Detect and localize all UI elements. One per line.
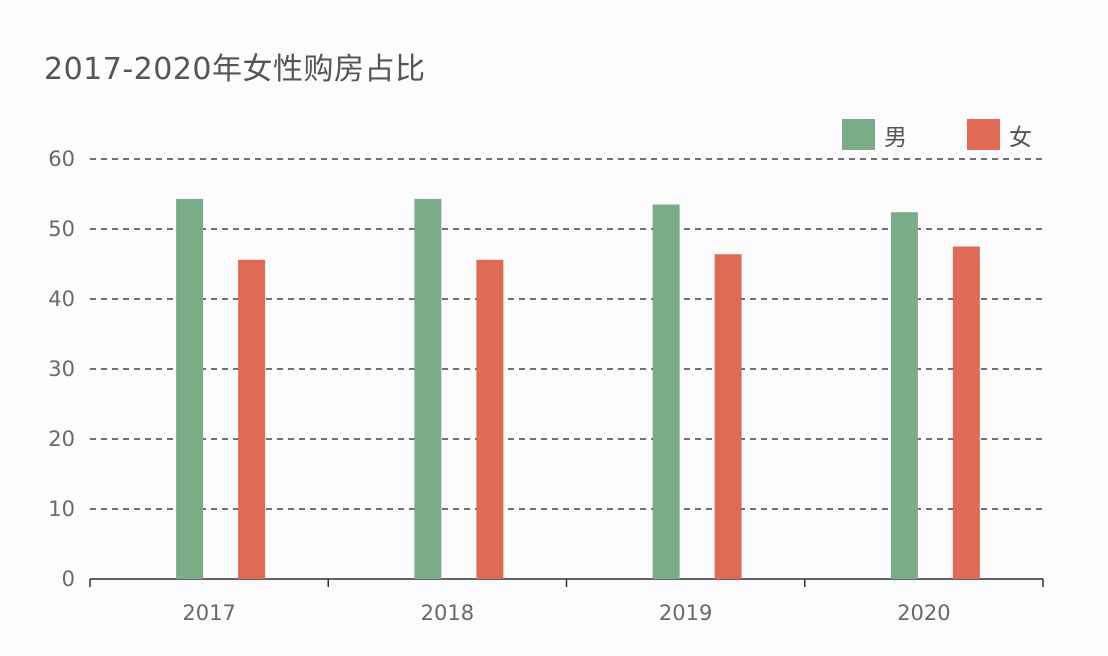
y-tick-label-50: 50 bbox=[48, 217, 75, 241]
bar-female-2017 bbox=[238, 259, 266, 579]
x-tick-label-2019: 2019 bbox=[659, 601, 712, 625]
x-tick-label-2020: 2020 bbox=[897, 601, 950, 625]
legend-label-male: 男 bbox=[884, 125, 907, 151]
y-tick-label-20: 20 bbox=[48, 427, 75, 451]
bar-female-2020 bbox=[952, 246, 980, 579]
bar-female-2019 bbox=[714, 254, 742, 579]
bar-male-2017 bbox=[176, 198, 204, 579]
bar-male-2019 bbox=[652, 204, 680, 579]
y-tick-label-40: 40 bbox=[48, 287, 75, 311]
y-tick-label-0: 0 bbox=[62, 567, 75, 591]
x-tick-label-2017: 2017 bbox=[182, 601, 235, 625]
legend-swatch-male bbox=[842, 119, 875, 150]
y-tick-label-10: 10 bbox=[48, 497, 75, 521]
chart-title: 2017-2020年女性购房占比 bbox=[44, 52, 426, 87]
legend-swatch-female bbox=[967, 119, 1000, 150]
bar-female-2018 bbox=[476, 259, 504, 579]
legend-label-female: 女 bbox=[1009, 125, 1032, 151]
y-tick-label-60: 60 bbox=[48, 147, 75, 171]
x-tick-label-2018: 2018 bbox=[421, 601, 474, 625]
bar-male-2018 bbox=[414, 198, 442, 579]
bar-male-2020 bbox=[890, 212, 918, 579]
y-tick-label-30: 30 bbox=[48, 357, 75, 381]
